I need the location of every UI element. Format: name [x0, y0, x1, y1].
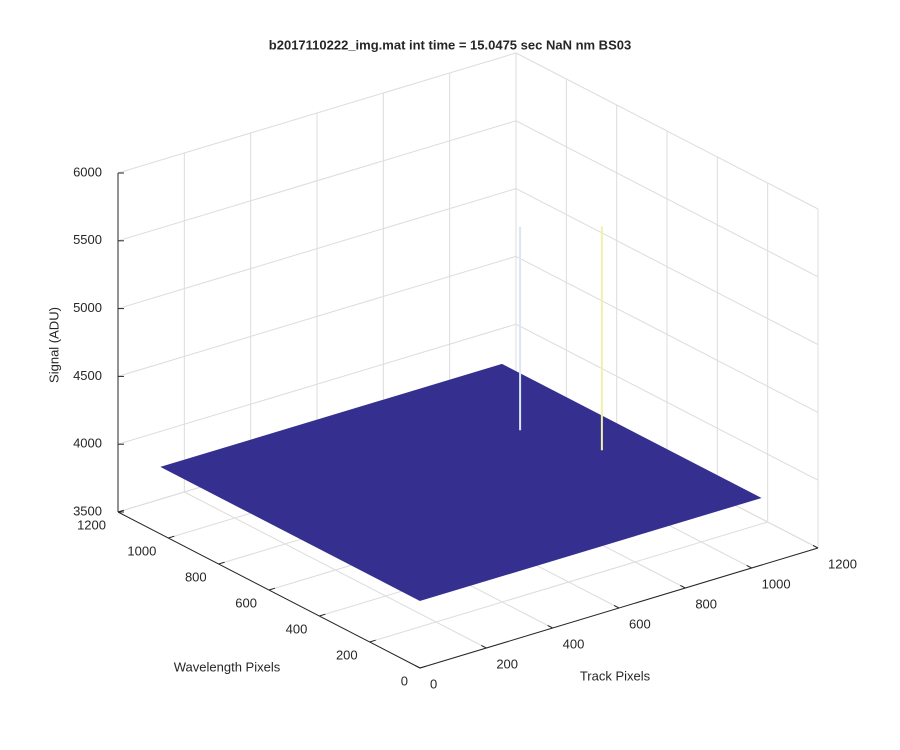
y-tick: [218, 561, 225, 565]
grid-line: [117, 255, 517, 377]
x-tick: [547, 624, 553, 629]
grid-line: [117, 323, 517, 445]
x-tick-label: 1000: [762, 576, 791, 591]
z-tick-label: 4500: [73, 368, 102, 383]
x-axis-label: Track Pixels: [580, 668, 651, 683]
z-tick-label: 4000: [73, 436, 102, 451]
grid-line: [117, 188, 517, 310]
x-tick: [481, 644, 487, 649]
grid-line: [515, 255, 819, 413]
x-tick-label: 0: [430, 676, 437, 691]
x-tick-label: 1200: [828, 556, 857, 571]
z-tick-label: 5500: [73, 232, 102, 247]
x-tick-label: 200: [496, 656, 518, 671]
grid-line: [117, 120, 517, 242]
y-tick-label: 1200: [77, 517, 106, 532]
x-tick-label: 800: [695, 596, 717, 611]
y-tick-label: 400: [286, 621, 308, 636]
x-tick: [414, 664, 421, 669]
x-tick: [680, 584, 686, 589]
y-tick-label: 200: [336, 647, 358, 662]
y-axis-label: Wavelength Pixels: [174, 659, 281, 674]
grid-line: [369, 521, 768, 643]
y-tick-label: 1000: [127, 543, 156, 558]
z-tick-label: 5000: [73, 300, 102, 315]
x-tick-label: 400: [563, 636, 585, 651]
chart-title: b2017110222_img.mat int time = 15.0475 s…: [269, 37, 631, 52]
surface: [160, 363, 762, 602]
z-tick-label: 6000: [73, 164, 102, 179]
y-tick: [168, 535, 175, 539]
y-tick-label: 0: [401, 673, 408, 688]
x-tick-label: 600: [629, 616, 651, 631]
grid-line: [515, 120, 819, 278]
x-tick: [746, 564, 752, 569]
x-tick: [812, 544, 819, 549]
grid-line: [515, 323, 819, 481]
y-tick: [268, 587, 276, 591]
grid-line: [515, 52, 819, 210]
grid-line: [117, 52, 517, 174]
y-tick-label: 800: [185, 569, 207, 584]
y-tick: [419, 665, 427, 669]
z-axis-label: Signal (ADU): [46, 307, 61, 383]
grid-line: [515, 188, 819, 346]
x-tick: [613, 604, 620, 609]
y-tick-label: 600: [235, 595, 257, 610]
y-tick: [369, 639, 376, 643]
y-tick: [319, 613, 326, 617]
z-tick-label: 3500: [73, 503, 102, 518]
